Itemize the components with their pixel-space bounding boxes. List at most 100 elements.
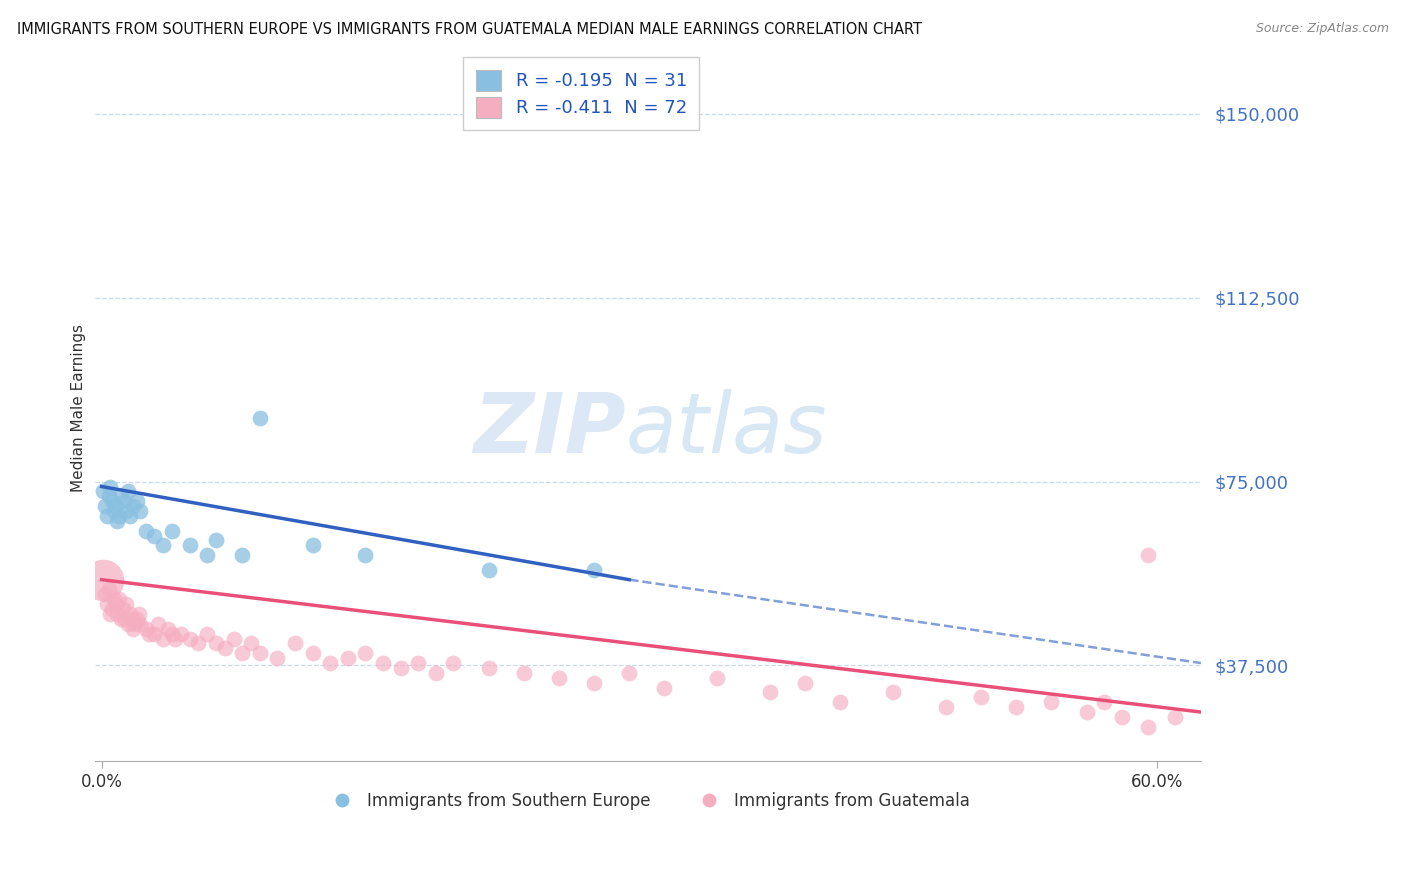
Point	[125, 612, 148, 626]
Point	[118, 508, 141, 523]
Point	[231, 646, 253, 660]
Point	[179, 538, 201, 552]
Point	[266, 651, 288, 665]
Point	[94, 499, 117, 513]
Point	[1092, 695, 1115, 709]
Point	[231, 548, 253, 562]
Point	[97, 582, 120, 597]
Text: ZIP: ZIP	[472, 389, 626, 470]
Point	[108, 508, 131, 523]
Point	[100, 479, 122, 493]
Y-axis label: Median Male Earnings: Median Male Earnings	[72, 324, 86, 492]
Point	[93, 573, 115, 587]
Point	[160, 524, 183, 538]
Point	[157, 622, 180, 636]
Point	[124, 616, 146, 631]
Point	[1040, 695, 1063, 709]
Point	[135, 524, 157, 538]
Text: atlas: atlas	[626, 389, 827, 470]
Point	[152, 538, 174, 552]
Point	[94, 587, 117, 601]
Point	[115, 504, 138, 518]
Point	[100, 607, 122, 621]
Point	[114, 612, 136, 626]
Point	[548, 671, 571, 685]
Point	[93, 484, 115, 499]
Point	[96, 597, 118, 611]
Point	[110, 489, 132, 503]
Point	[125, 494, 148, 508]
Point	[101, 602, 124, 616]
Point	[830, 695, 852, 709]
Point	[205, 636, 228, 650]
Point	[170, 626, 193, 640]
Point	[129, 504, 152, 518]
Point	[179, 632, 201, 646]
Point	[129, 616, 152, 631]
Point	[583, 563, 606, 577]
Point	[477, 563, 499, 577]
Point	[108, 592, 131, 607]
Point	[706, 671, 728, 685]
Point	[104, 597, 127, 611]
Legend: Immigrants from Southern Europe, Immigrants from Guatemala: Immigrants from Southern Europe, Immigra…	[319, 785, 977, 816]
Point	[319, 656, 342, 670]
Point	[97, 489, 120, 503]
Point	[301, 646, 323, 660]
Point	[143, 626, 166, 640]
Point	[103, 592, 125, 607]
Point	[107, 607, 129, 621]
Text: Source: ZipAtlas.com: Source: ZipAtlas.com	[1256, 22, 1389, 36]
Point	[146, 616, 169, 631]
Point	[128, 607, 150, 621]
Point	[389, 661, 412, 675]
Point	[115, 597, 138, 611]
Point	[114, 494, 136, 508]
Point	[240, 636, 263, 650]
Point	[205, 533, 228, 548]
Point	[654, 681, 676, 695]
Point	[117, 616, 139, 631]
Point	[1137, 548, 1160, 562]
Point	[619, 665, 641, 680]
Point	[1005, 700, 1028, 714]
Point	[301, 538, 323, 552]
Point	[249, 411, 271, 425]
Point	[135, 622, 157, 636]
Point	[513, 665, 536, 680]
Point	[406, 656, 429, 670]
Point	[222, 632, 245, 646]
Point	[111, 602, 134, 616]
Point	[354, 548, 377, 562]
Point	[103, 504, 125, 518]
Point	[165, 632, 187, 646]
Point	[104, 499, 127, 513]
Point	[187, 636, 209, 650]
Point	[441, 656, 464, 670]
Point	[1111, 710, 1133, 724]
Point	[794, 675, 817, 690]
Point	[249, 646, 271, 660]
Point	[152, 632, 174, 646]
Point	[284, 636, 307, 650]
Point	[122, 622, 145, 636]
Point	[935, 700, 957, 714]
Point	[882, 685, 904, 699]
Point	[1137, 720, 1160, 734]
Point	[1163, 710, 1185, 724]
Point	[195, 626, 218, 640]
Point	[121, 612, 143, 626]
Point	[117, 484, 139, 499]
Point	[583, 675, 606, 690]
Point	[970, 690, 993, 705]
Point	[107, 514, 129, 528]
Point	[214, 641, 236, 656]
Point	[425, 665, 447, 680]
Point	[354, 646, 377, 660]
Point	[96, 508, 118, 523]
Point	[195, 548, 218, 562]
Point	[160, 626, 183, 640]
Point	[122, 499, 145, 513]
Text: IMMIGRANTS FROM SOUTHERN EUROPE VS IMMIGRANTS FROM GUATEMALA MEDIAN MALE EARNING: IMMIGRANTS FROM SOUTHERN EUROPE VS IMMIG…	[17, 22, 922, 37]
Point	[101, 494, 124, 508]
